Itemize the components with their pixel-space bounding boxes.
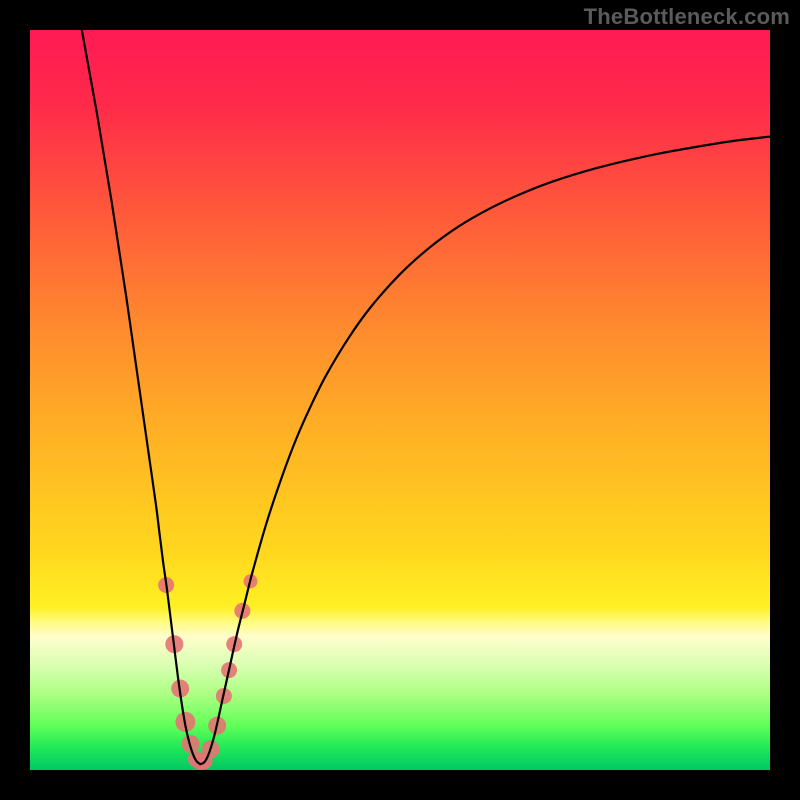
chart-frame: TheBottleneck.com (0, 0, 800, 800)
plot-svg (30, 30, 770, 770)
plot-area (30, 30, 770, 770)
watermark-text: TheBottleneck.com (584, 4, 790, 30)
